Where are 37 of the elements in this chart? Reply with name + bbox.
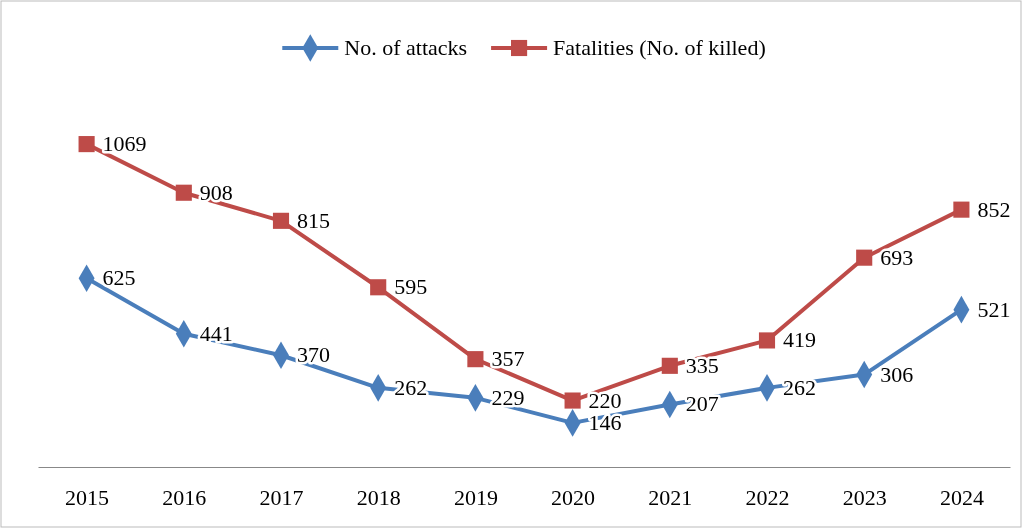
data-label: 357: [491, 346, 525, 372]
legend-label: Fatalities (No. of killed): [553, 35, 766, 60]
point: [175, 184, 192, 201]
point: [564, 392, 581, 409]
x-tick-label: 2020: [551, 484, 596, 510]
data-label: 908: [199, 179, 233, 205]
data-label: 229: [491, 384, 525, 410]
point: [758, 332, 776, 349]
point: [953, 201, 970, 218]
data-label: 815: [297, 207, 330, 233]
x-tick-label: 2021: [648, 484, 693, 510]
x-tick-label: 2019: [453, 484, 498, 510]
data-label: 521: [977, 296, 1011, 322]
data-label: 693: [880, 244, 914, 270]
x-tick-label: 2018: [356, 484, 401, 510]
point: [370, 279, 387, 296]
point: [661, 357, 678, 374]
point: [78, 136, 95, 153]
x-tick-label: 2015: [65, 484, 110, 510]
x-tick-label: 2024: [939, 484, 984, 510]
data-label: 852: [977, 196, 1011, 222]
data-label: 419: [783, 327, 816, 353]
x-tick-label: 2016: [162, 484, 207, 510]
legend-label: No. of attacks: [344, 35, 468, 60]
data-label: 441: [199, 320, 233, 346]
x-tick-label: 2023: [842, 484, 887, 510]
data-label: 370: [297, 342, 330, 368]
x-tick-label: 2022: [745, 484, 790, 510]
data-label: 625: [102, 265, 136, 291]
data-label: 306: [880, 361, 914, 387]
point: [467, 351, 484, 368]
point: [272, 212, 290, 229]
data-label: 1069: [102, 131, 147, 157]
x-tick-label: 2017: [259, 484, 304, 510]
data-label: 335: [685, 352, 719, 378]
point: [856, 249, 873, 266]
data-label: 595: [394, 274, 428, 300]
